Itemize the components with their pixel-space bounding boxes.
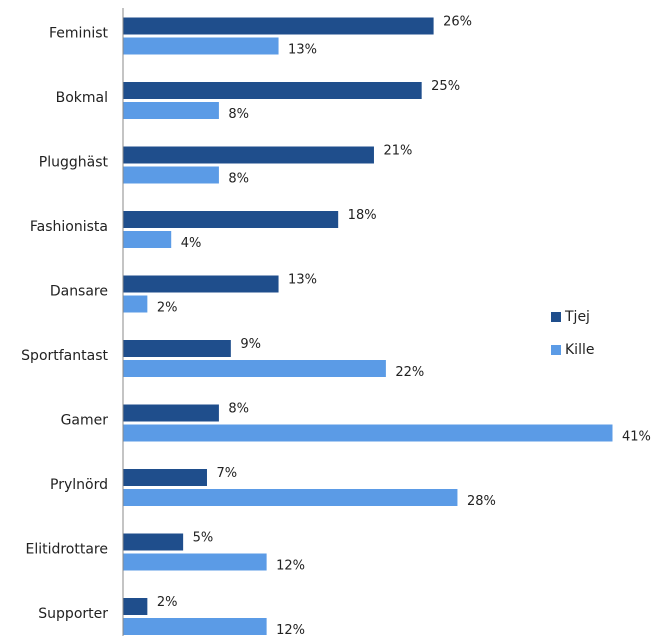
- data-label: 8%: [228, 172, 249, 187]
- data-label: 9%: [240, 337, 261, 352]
- bar-tjej: [123, 82, 422, 99]
- bar-kille: [123, 295, 148, 313]
- category-label: Sportfantast: [21, 348, 108, 364]
- data-label: 18%: [348, 208, 377, 223]
- category-label: Bokmal: [56, 90, 108, 106]
- data-label: 21%: [383, 144, 412, 159]
- category-label: Dansare: [50, 284, 108, 300]
- bar-tjej: [123, 340, 231, 357]
- bar-kille: [123, 618, 267, 635]
- data-label: 2%: [157, 301, 178, 316]
- data-label: 41%: [622, 430, 651, 445]
- bar-kille: [123, 231, 172, 248]
- bars-layer: Feminist 26% 13% Bokmal 25% 8% Plugghäst 21% 8% F…: [21, 15, 651, 639]
- bar-tjej: [123, 275, 279, 293]
- data-label: 12%: [276, 559, 305, 574]
- bar-kille: [123, 489, 458, 506]
- legend-swatch-tjej: [551, 312, 561, 322]
- bar-tjej: [123, 17, 434, 35]
- category-label: Gamer: [61, 413, 109, 429]
- bar-kille: [123, 102, 219, 119]
- data-label: 25%: [431, 79, 460, 94]
- data-label: 4%: [181, 236, 202, 251]
- data-label: 8%: [228, 402, 249, 417]
- bar-tjej: [123, 146, 374, 164]
- category-label: Elitidrottare: [25, 542, 108, 558]
- bar-kille: [123, 553, 267, 571]
- data-label: 7%: [216, 466, 237, 481]
- legend-label-tjej: Tjej: [564, 309, 590, 325]
- legend-label-kille: Kille: [565, 342, 594, 358]
- bar-kille: [123, 37, 279, 55]
- data-label: 8%: [228, 107, 249, 122]
- legend-swatch-kille: [551, 345, 561, 355]
- data-label: 13%: [288, 273, 317, 288]
- data-label: 2%: [157, 595, 178, 610]
- bar-tjej: [123, 533, 184, 551]
- category-label: Prylnörd: [50, 477, 108, 493]
- bar-tjej: [123, 404, 219, 422]
- bar-tjej: [123, 469, 207, 486]
- bar-kille: [123, 424, 613, 442]
- bar-kille: [123, 166, 219, 184]
- bar-kille: [123, 360, 386, 377]
- data-label: 28%: [467, 494, 496, 509]
- data-label: 12%: [276, 623, 305, 638]
- data-label: 13%: [288, 43, 317, 58]
- data-label: 26%: [443, 15, 472, 30]
- data-label: 22%: [395, 365, 424, 380]
- bar-tjej: [123, 211, 339, 228]
- category-label: Supporter: [38, 606, 108, 622]
- category-label: Feminist: [49, 26, 108, 42]
- category-label: Fashionista: [30, 219, 108, 235]
- category-label: Plugghäst: [39, 155, 109, 171]
- bar-tjej: [123, 598, 148, 615]
- data-label: 5%: [193, 531, 214, 546]
- legend: Tjej Kille: [551, 309, 594, 358]
